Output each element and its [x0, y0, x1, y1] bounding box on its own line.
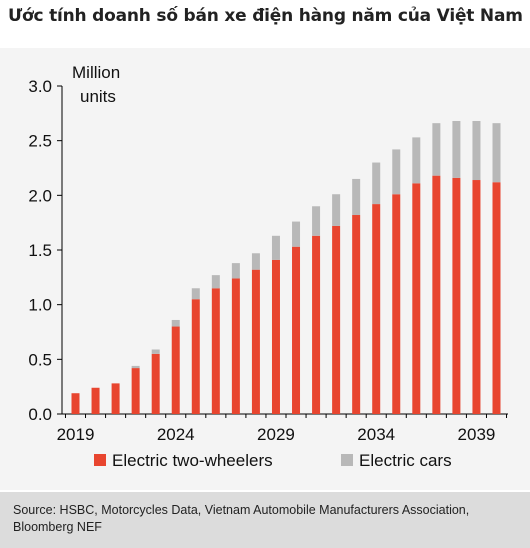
bar-electric-cars-2029: [271, 235, 280, 260]
y-tick-label: 3.0: [28, 77, 52, 96]
bar-electric-cars-2034: [372, 162, 381, 205]
bar-electric-two-wheelers-2021: [111, 383, 120, 414]
chart-title: Ước tính doanh số bán xe điện hàng năm c…: [8, 6, 523, 26]
legend-label-electric-cars: Electric cars: [359, 451, 452, 470]
bar-electric-two-wheelers-2019: [71, 393, 80, 414]
y-tick-label: 1.0: [28, 296, 52, 315]
x-tick-label: 2039: [458, 425, 496, 444]
bar-electric-two-wheelers-2026: [211, 288, 220, 414]
source-footer: Source: HSBC, Motorcycles Data, Vietnam …: [0, 492, 530, 548]
bar-electric-cars-2038: [452, 120, 461, 178]
bar-electric-two-wheelers-2037: [432, 175, 441, 414]
bar-electric-cars-2025: [191, 288, 200, 300]
bar-electric-two-wheelers-2039: [472, 180, 481, 414]
y-tick-label: 2.0: [28, 186, 52, 205]
x-tick-label: 2034: [357, 425, 395, 444]
bar-electric-two-wheelers-2040: [492, 182, 501, 414]
bar-electric-two-wheelers-2023: [151, 353, 160, 414]
bar-electric-cars-2027: [231, 263, 240, 279]
bar-electric-two-wheelers-2038: [452, 177, 461, 414]
bar-electric-two-wheelers-2027: [231, 278, 240, 414]
bar-electric-cars-2040: [492, 123, 501, 183]
y-axis-label-line1: Million: [72, 63, 120, 82]
legend-swatch-electric-two-wheelers: [94, 454, 106, 466]
bar-electric-cars-2026: [211, 275, 220, 289]
chart-area: 0.0 0.5 1.0 1.5 2.0 2.5 3.0 Million units 2019 202…: [0, 48, 530, 490]
bar-electric-two-wheelers-2033: [352, 215, 361, 414]
bar-electric-two-wheelers-2025: [191, 299, 200, 414]
source-text: Source: HSBC, Motorcycles Data, Vietnam …: [13, 503, 470, 534]
bar-electric-cars-2037: [432, 123, 441, 176]
bar-electric-cars-2022: [131, 365, 140, 369]
bar-electric-cars-2032: [332, 194, 341, 226]
x-tick-label: 2024: [157, 425, 195, 444]
bar-electric-cars-2028: [251, 253, 260, 270]
bar-electric-cars-2023: [151, 349, 160, 354]
chart-svg: 0.0 0.5 1.0 1.5 2.0 2.5 3.0 Million units 2019 202…: [28, 63, 508, 470]
bar-electric-two-wheelers-2028: [251, 269, 260, 414]
x-tick-label: 2019: [57, 425, 95, 444]
bar-electric-two-wheelers-2029: [271, 259, 280, 414]
y-tick-label: 0.0: [28, 405, 52, 424]
bar-electric-two-wheelers-2030: [292, 246, 301, 414]
bar-electric-cars-2033: [352, 178, 361, 216]
y-tick-label: 1.5: [28, 241, 52, 260]
bar-electric-cars-2030: [292, 221, 301, 247]
x-tick-label: 2029: [257, 425, 295, 444]
bar-electric-two-wheelers-2024: [171, 326, 180, 414]
bar-electric-two-wheelers-2031: [312, 235, 321, 414]
bar-electric-cars-2039: [472, 120, 481, 181]
bar-electric-two-wheelers-2032: [332, 225, 341, 414]
bar-electric-cars-2035: [392, 149, 401, 195]
bar-electric-two-wheelers-2034: [372, 204, 381, 414]
bar-electric-two-wheelers-2020: [91, 387, 100, 414]
legend-label-electric-two-wheelers: Electric two-wheelers: [112, 451, 273, 470]
bar-electric-cars-2031: [312, 206, 321, 236]
bar-electric-cars-2024: [171, 319, 180, 327]
y-tick-label: 2.5: [28, 132, 52, 151]
bar-electric-two-wheelers-2036: [412, 183, 421, 414]
legend-swatch-electric-cars: [341, 454, 353, 466]
bar-electric-cars-2036: [412, 137, 421, 184]
bar-electric-two-wheelers-2022: [131, 368, 140, 414]
y-tick-label: 0.5: [28, 350, 52, 369]
y-axis-label-line2: units: [80, 87, 116, 106]
bar-electric-two-wheelers-2035: [392, 194, 401, 414]
